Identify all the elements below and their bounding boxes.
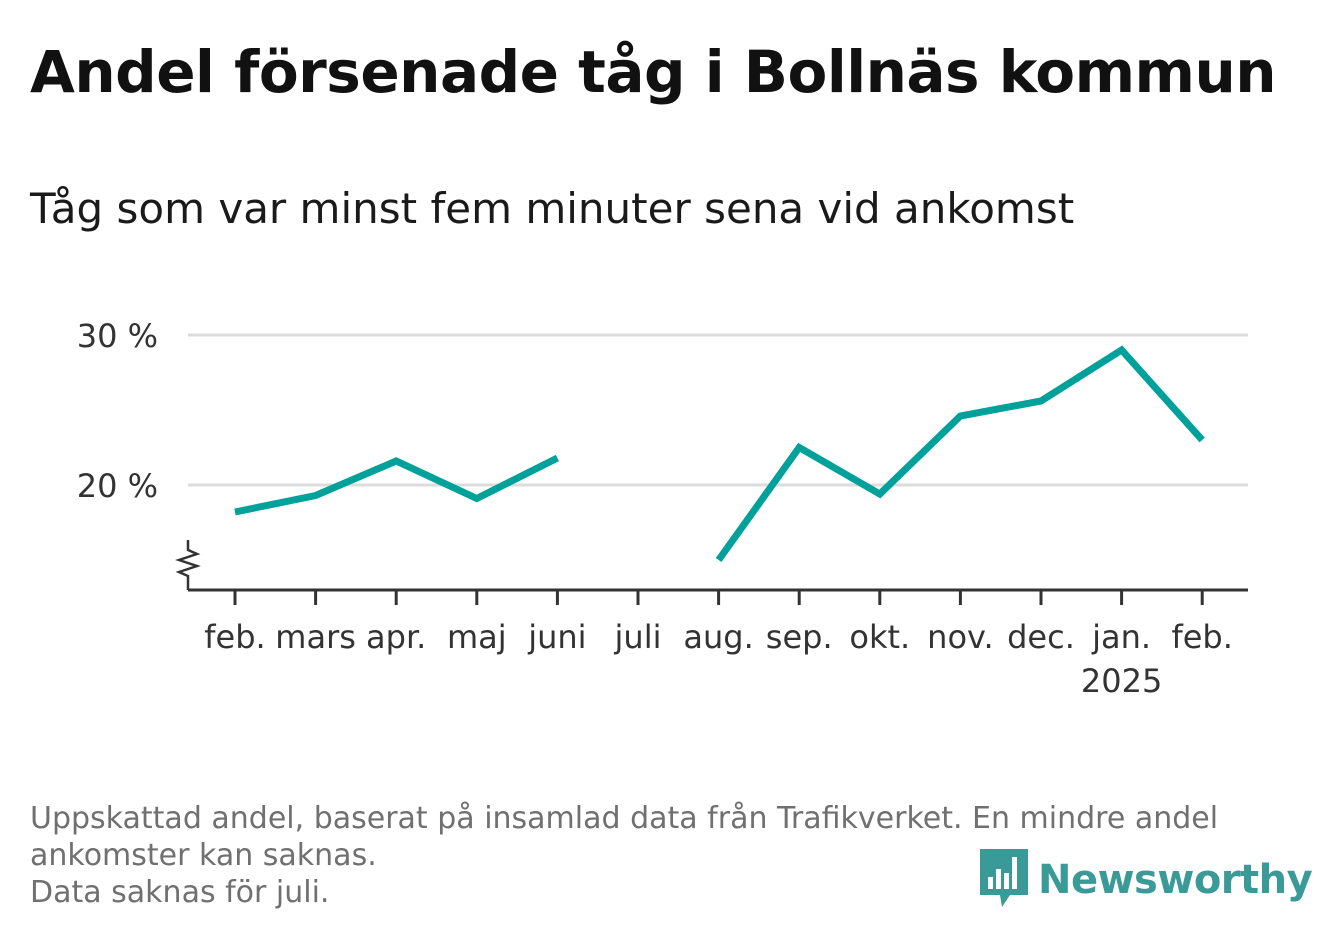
x-tick-label: maj [447,618,507,656]
x-tick-label: dec. [1007,618,1075,656]
chart-subtitle: Tåg som var minst fem minuter sena vid a… [30,184,1075,233]
chart-title: Andel försenade tåg i Bollnäs kommun [30,38,1277,106]
x-tick-label: apr. [366,618,426,656]
footnote-line: ankomster kan saknas. [30,838,377,873]
newsworthy-logo: Newsworthy [980,848,1313,912]
x-tick-label: feb. [1171,618,1232,656]
x-tick-label: sep. [766,618,833,656]
series-line [715,345,1205,563]
y-axis-tick-labels: 20 % 30 % [77,317,158,505]
logo-wordmark: Newsworthy [1038,857,1313,903]
x-tick-label: nov. [927,618,993,656]
x-tick-label: aug. [683,618,753,656]
bar-chart-speech-bubble-icon [980,849,1028,907]
x-tick-label: okt. [849,618,910,656]
x-tick-label: feb. [204,618,265,656]
x-year-label: 2025 [1081,662,1162,700]
x-tick-label: mars [275,618,356,656]
line-chart: 20 % 30 % feb. mars apr. maj juni juli aug. sep.… [77,317,1248,700]
series-lines [234,345,1205,563]
y-tick-label: 30 % [77,317,158,355]
y-axis-break-icon [175,540,201,590]
gridlines [188,333,1248,487]
x-axis-ticks: feb. mars apr. maj juni juli aug. sep. okt. nov. d… [204,590,1233,700]
x-tick-label: juli [614,618,662,656]
y-tick-label: 20 % [77,467,158,505]
x-tick-label: juni [527,618,586,656]
x-axis [175,540,1248,592]
x-tick-label: jan. [1091,618,1151,656]
footnote: Uppskattad andel, baserat på insamlad da… [30,800,1280,911]
footnote-line: Data saknas för juli. [30,875,330,910]
footnote-line: Uppskattad andel, baserat på insamlad da… [30,801,1219,836]
series-line [234,454,559,516]
